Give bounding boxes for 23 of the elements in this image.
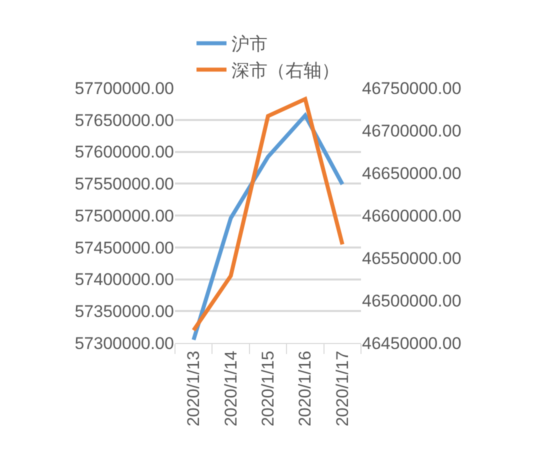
legend-label: 深市（右轴）	[232, 60, 340, 81]
y-tick-label: 57300000.00	[74, 334, 174, 353]
x-tick-label: 2020/1/16	[296, 350, 315, 426]
y-tick-label: 57600000.00	[74, 142, 174, 162]
y-tick-label: 57400000.00	[74, 270, 174, 290]
x-tick-label: 2020/1/15	[258, 350, 278, 426]
legend-label: 沪市	[232, 34, 268, 54]
y2-tick-label: 46450000.00	[362, 334, 462, 353]
y-tick-label: 57500000.00	[74, 206, 174, 226]
y2-tick-label: 46700000.00	[362, 121, 462, 140]
y-tick-label: 57450000.00	[74, 238, 174, 258]
x-tick-label: 2020/1/14	[221, 350, 240, 426]
y2-tick-label: 46600000.00	[362, 206, 462, 226]
x-tick-label: 2020/1/13	[184, 350, 204, 426]
y2-tick-label: 46750000.00	[362, 78, 462, 98]
y2-tick-label: 46650000.00	[362, 164, 462, 183]
y-tick-label: 57700000.00	[74, 78, 174, 98]
x-tick-label: 2020/1/17	[332, 350, 352, 426]
y2-tick-label: 46550000.00	[362, 248, 462, 268]
y-tick-label: 57550000.00	[74, 174, 174, 194]
y-tick-label: 57650000.00	[74, 110, 174, 130]
y-tick-label: 57350000.00	[74, 302, 174, 322]
y2-tick-label: 46500000.00	[362, 291, 462, 310]
